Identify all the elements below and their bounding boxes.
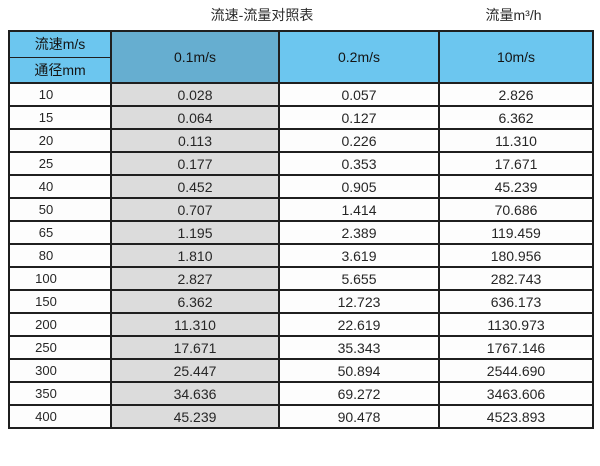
diameter-cell: 100 [8, 266, 112, 291]
flow-value-cell-10ms: 180.956 [438, 243, 594, 268]
flow-value-cell-10ms: 2.826 [438, 82, 594, 107]
diameter-cell: 200 [8, 312, 112, 337]
diameter-cell: 20 [8, 128, 112, 153]
flow-value-cell-0-2ms: 0.127 [278, 105, 440, 130]
header-col-10ms: 10m/s [438, 30, 594, 84]
flow-value-cell-0-1ms: 0.113 [110, 128, 280, 153]
flow-value-cell-0-1ms: 1.195 [110, 220, 280, 245]
flow-value-cell-10ms: 119.459 [438, 220, 594, 245]
flow-value-cell-10ms: 17.671 [438, 151, 594, 176]
flow-value-cell-10ms: 1130.973 [438, 312, 594, 337]
flow-unit-label: 流量m³/h [485, 7, 542, 23]
flow-value-cell-10ms: 2544.690 [438, 358, 594, 383]
header-diameter-label: 通径mm [8, 56, 112, 84]
flow-value-cell-0-2ms: 1.414 [278, 197, 440, 222]
flow-value-cell-0-2ms: 5.655 [278, 266, 440, 291]
flow-value-cell-10ms: 282.743 [438, 266, 594, 291]
flow-value-cell-0-2ms: 90.478 [278, 404, 440, 429]
flow-value-cell-10ms: 3463.606 [438, 381, 594, 406]
flow-value-cell-0-2ms: 50.894 [278, 358, 440, 383]
diameter-cell: 150 [8, 289, 112, 314]
flow-value-cell-0-2ms: 0.353 [278, 151, 440, 176]
diameter-cell: 15 [8, 105, 112, 130]
diameter-cell: 65 [8, 220, 112, 245]
header-row-top: 流速m/s 0.1m/s 0.2m/s 10m/s [8, 30, 594, 84]
flow-value-cell-0-2ms: 12.723 [278, 289, 440, 314]
table-row: 400 45.239 90.478 4523.893 [8, 404, 594, 429]
flow-value-cell-0-1ms: 11.310 [110, 312, 280, 337]
flow-value-cell-0-1ms: 6.362 [110, 289, 280, 314]
table-row: 25 0.177 0.353 17.671 [8, 151, 594, 176]
diameter-cell: 25 [8, 151, 112, 176]
flow-value-cell-0-1ms: 0.707 [110, 197, 280, 222]
flow-value-cell-0-2ms: 2.389 [278, 220, 440, 245]
diameter-cell: 400 [8, 404, 112, 429]
flow-value-cell-0-1ms: 2.827 [110, 266, 280, 291]
table-body: 10 0.028 0.057 2.826 15 0.064 0.127 6.362 20 0.11… [8, 82, 594, 429]
flow-value-cell-0-1ms: 0.064 [110, 105, 280, 130]
table-row: 300 25.447 50.894 2544.690 [8, 358, 594, 383]
diameter-cell: 250 [8, 335, 112, 360]
table-row: 15 0.064 0.127 6.362 [8, 105, 594, 130]
table-row: 250 17.671 35.343 1767.146 [8, 335, 594, 360]
flow-value-cell-0-1ms: 0.452 [110, 174, 280, 199]
flow-value-cell-0-2ms: 0.905 [278, 174, 440, 199]
flow-value-cell-0-1ms: 0.177 [110, 151, 280, 176]
flow-value-cell-10ms: 70.686 [438, 197, 594, 222]
flow-value-cell-0-1ms: 25.447 [110, 358, 280, 383]
table-row: 100 2.827 5.655 282.743 [8, 266, 594, 291]
top-bar: 流速-流量对照表 流量m³/h [0, 0, 600, 30]
flow-value-cell-0-2ms: 0.226 [278, 128, 440, 153]
table-row: 150 6.362 12.723 636.173 [8, 289, 594, 314]
flow-value-cell-10ms: 1767.146 [438, 335, 594, 360]
header-velocity-label: 流速m/s [8, 30, 112, 58]
table-row: 350 34.636 69.272 3463.606 [8, 381, 594, 406]
flow-value-cell-10ms: 636.173 [438, 289, 594, 314]
flow-value-cell-0-1ms: 45.239 [110, 404, 280, 429]
page-title: 流速-流量对照表 [210, 7, 314, 23]
flow-value-cell-0-1ms: 17.671 [110, 335, 280, 360]
table-row: 40 0.452 0.905 45.239 [8, 174, 594, 199]
table-header: 流速m/s 0.1m/s 0.2m/s 10m/s 通径mm [8, 30, 594, 84]
flow-value-cell-0-2ms: 35.343 [278, 335, 440, 360]
diameter-cell: 50 [8, 197, 112, 222]
diameter-cell: 80 [8, 243, 112, 268]
flow-value-cell-0-1ms: 0.028 [110, 82, 280, 107]
flow-value-cell-10ms: 6.362 [438, 105, 594, 130]
diameter-cell: 40 [8, 174, 112, 199]
diameter-cell: 300 [8, 358, 112, 383]
diameter-cell: 10 [8, 82, 112, 107]
flow-rate-table: 流速m/s 0.1m/s 0.2m/s 10m/s 通径mm 10 0.028 0.… [8, 30, 594, 429]
flow-value-cell-0-2ms: 0.057 [278, 82, 440, 107]
table-row: 50 0.707 1.414 70.686 [8, 197, 594, 222]
flow-value-cell-10ms: 11.310 [438, 128, 594, 153]
flow-value-cell-0-2ms: 3.619 [278, 243, 440, 268]
table-row: 80 1.810 3.619 180.956 [8, 243, 594, 268]
diameter-cell: 350 [8, 381, 112, 406]
flow-value-cell-10ms: 45.239 [438, 174, 594, 199]
flow-value-cell-0-2ms: 69.272 [278, 381, 440, 406]
header-col-0-2ms: 0.2m/s [278, 30, 440, 84]
table-row: 65 1.195 2.389 119.459 [8, 220, 594, 245]
flow-value-cell-0-1ms: 34.636 [110, 381, 280, 406]
flow-value-cell-0-1ms: 1.810 [110, 243, 280, 268]
table-row: 10 0.028 0.057 2.826 [8, 82, 594, 107]
table-row: 20 0.113 0.226 11.310 [8, 128, 594, 153]
flow-value-cell-0-2ms: 22.619 [278, 312, 440, 337]
header-row-bottom: 通径mm [8, 56, 593, 84]
table-row: 200 11.310 22.619 1130.973 [8, 312, 594, 337]
flow-value-cell-10ms: 4523.893 [438, 404, 594, 429]
header-col-0-1ms: 0.1m/s [110, 30, 280, 84]
